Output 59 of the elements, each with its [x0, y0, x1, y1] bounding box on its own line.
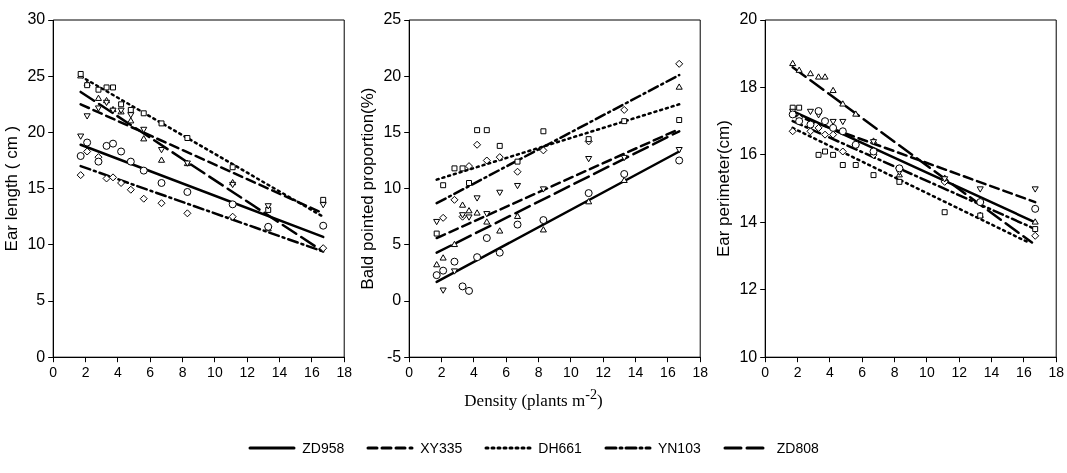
x-tick-label: 10 — [207, 364, 223, 381]
x-tick-label: 12 — [951, 364, 968, 381]
x-tick-label: 6 — [146, 364, 155, 381]
y-tick-label: 5 — [392, 235, 402, 253]
x-tick-label: 12 — [595, 364, 612, 381]
legend-label: ZD958 — [302, 440, 345, 456]
y-tick-label: 5 — [36, 291, 46, 309]
y-tick-label: 25 — [383, 10, 402, 28]
x-tick-label: 2 — [81, 364, 90, 381]
x-tick-label: 0 — [49, 364, 58, 381]
y-tick-label: 18 — [739, 77, 758, 95]
x-tick-label: 8 — [534, 364, 543, 381]
legend-label: YN103 — [657, 440, 701, 456]
y-tick-label: 14 — [739, 212, 758, 230]
y-tick-label: 20 — [383, 66, 402, 84]
y-tick-label: -5 — [386, 347, 402, 365]
y-axis-title: Ear length ( cm ) — [1, 125, 21, 252]
x-tick-label: 14 — [627, 364, 644, 381]
x-tick-label: 4 — [469, 364, 478, 381]
y-tick-label: 25 — [27, 66, 46, 84]
x-tick-label: 16 — [660, 364, 676, 381]
y-tick-label: 12 — [739, 280, 758, 298]
y-tick-label: 0 — [36, 347, 46, 365]
x-tick-label: 10 — [919, 364, 935, 381]
y-tick-label: 10 — [383, 179, 402, 197]
y-tick-label: 20 — [739, 10, 758, 28]
x-tick-label: 16 — [304, 364, 320, 381]
x-tick-label: 4 — [825, 364, 834, 381]
y-tick-label: 16 — [739, 145, 758, 163]
x-tick-label: 2 — [793, 364, 802, 381]
x-tick-label: 4 — [113, 364, 122, 381]
x-tick-label: 6 — [858, 364, 867, 381]
x-tick-label: 2 — [437, 364, 446, 381]
y-axis-title: Bald pointed proportion(%) — [357, 87, 377, 290]
x-tick-label: 0 — [761, 364, 770, 381]
y-axis-title: Ear perimeter(cm) — [713, 120, 733, 258]
x-tick-label: 18 — [1048, 364, 1065, 381]
x-tick-label: 10 — [563, 364, 579, 381]
x-tick-label: 8 — [890, 364, 899, 381]
y-tick-label: 10 — [739, 347, 758, 365]
x-tick-label: 14 — [271, 364, 288, 381]
legend-label: ZD808 — [776, 440, 819, 456]
x-tick-label: 16 — [1016, 364, 1032, 381]
y-tick-label: 10 — [27, 235, 46, 253]
x-tick-label: 18 — [336, 364, 353, 381]
x-tick-label: 6 — [502, 364, 511, 381]
x-axis-title: Density (plants m$^{-2}$) — [463, 386, 604, 411]
x-tick-label: 14 — [983, 364, 1000, 381]
y-tick-label: 15 — [383, 122, 402, 140]
y-tick-label: 20 — [27, 122, 46, 140]
legend-label: XY335 — [420, 440, 463, 456]
y-tick-label: 15 — [27, 179, 46, 197]
x-tick-label: 8 — [178, 364, 187, 381]
y-tick-label: 30 — [27, 10, 46, 28]
x-tick-label: 0 — [405, 364, 414, 381]
y-tick-label: 0 — [392, 291, 402, 309]
x-tick-label: 12 — [239, 364, 256, 381]
x-tick-label: 18 — [692, 364, 709, 381]
legend-label: DH661 — [538, 440, 582, 456]
